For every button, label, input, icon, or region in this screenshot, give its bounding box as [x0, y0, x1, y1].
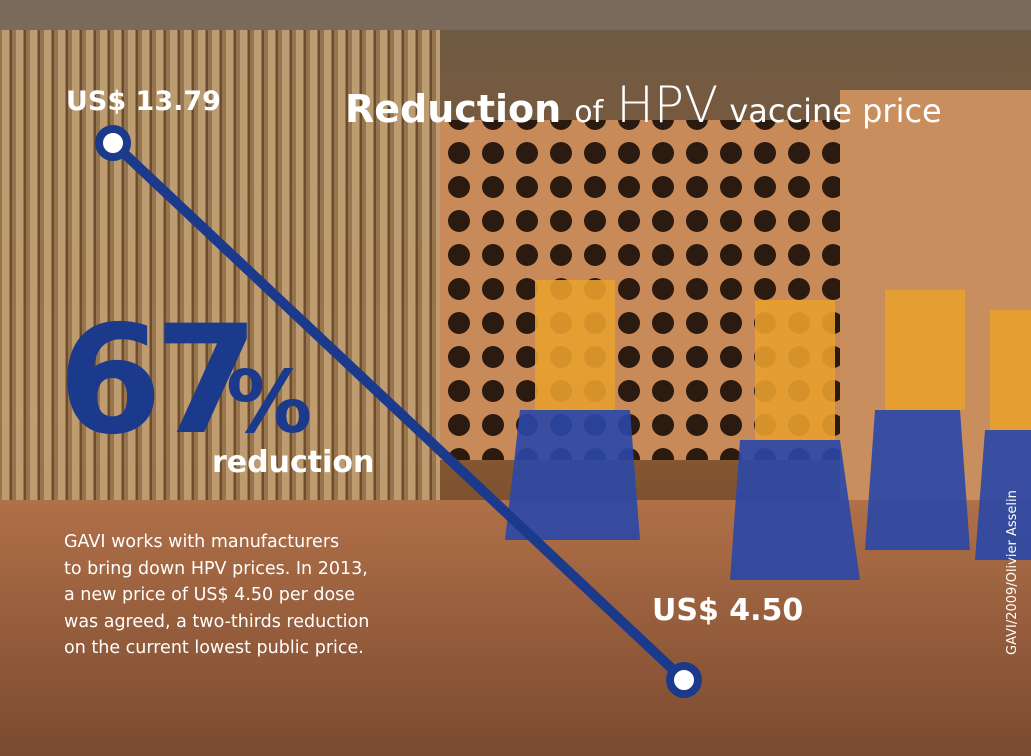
body-line: a new price of US$ 4.50 per dose — [64, 585, 355, 605]
title-of: of — [574, 95, 604, 130]
body-line: on the current lowest public price. — [64, 638, 364, 658]
start-dot — [99, 129, 127, 157]
body-text: GAVI works with manufacturers to bring d… — [64, 532, 369, 658]
body-line: to bring down HPV prices. In 2013, — [64, 559, 368, 579]
reduction-number: 67 — [58, 294, 251, 468]
photo-credit: GAVI/2009/Olivier Asselin — [1005, 490, 1020, 655]
price-after: US$ 4.50 — [652, 593, 803, 628]
reduction-percent: % — [226, 353, 312, 453]
body-line: GAVI works with manufacturers — [64, 532, 339, 552]
figures — [505, 280, 1031, 580]
roof — [0, 0, 1031, 30]
title-hpv: HPV — [616, 76, 718, 134]
infographic: Reduction of HPV vaccine price US$ 13.79… — [0, 0, 1031, 756]
title-bold: Reduction — [345, 87, 561, 131]
title-rest: vaccine price — [729, 92, 941, 130]
end-dot — [670, 666, 698, 694]
body-line: was agreed, a two-thirds reduction — [64, 612, 369, 632]
price-before: US$ 13.79 — [66, 86, 221, 117]
reduction-label: reduction — [212, 445, 374, 480]
